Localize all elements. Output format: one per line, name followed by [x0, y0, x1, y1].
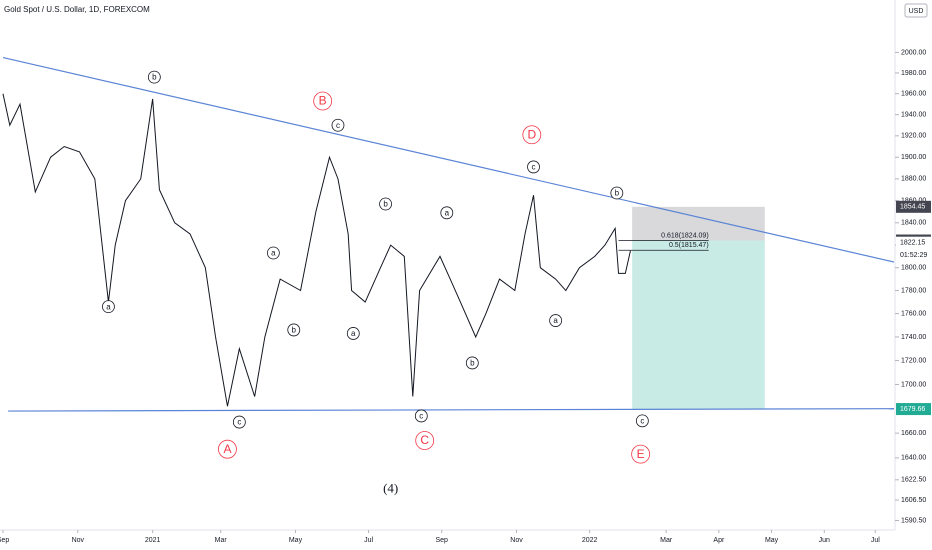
wave-label: a — [553, 316, 558, 325]
y-tick-label: 1840.00 — [901, 220, 926, 227]
x-tick-label: Nov — [72, 537, 85, 544]
wave-marker — [440, 206, 454, 220]
trendline — [8, 408, 895, 412]
y-tick-label: 1740.00 — [901, 334, 926, 341]
wave-marker — [147, 70, 161, 84]
y-tick-label: 1660.00 — [901, 430, 926, 437]
wave-marker — [631, 444, 651, 464]
x-tick-label: Nov — [510, 537, 523, 544]
y-tick-label: 1590.50 — [901, 517, 926, 524]
wave-label: b — [152, 73, 157, 82]
y-tick-label: 1700.00 — [901, 381, 926, 388]
x-tick-label: Mar — [660, 537, 673, 544]
wave-label: a — [271, 249, 276, 258]
wave-label: a — [351, 329, 356, 338]
x-tick-label: Jul — [871, 537, 880, 544]
price-tag — [896, 403, 931, 416]
price-line — [2, 93, 631, 407]
wave-label: b — [383, 200, 388, 209]
wave-marker — [218, 439, 237, 459]
wave-marker — [549, 314, 563, 327]
wave-marker — [346, 327, 360, 340]
wave-marker — [102, 300, 115, 314]
fib-label: 0.5(1815.47) — [669, 242, 709, 249]
price-tag — [896, 236, 931, 249]
wave-label: a — [445, 208, 450, 217]
x-tick-label: Sep — [0, 537, 9, 544]
wave-marker — [522, 125, 542, 145]
y-tick-label: 1920.00 — [901, 133, 926, 140]
x-tick-label: May — [765, 537, 779, 544]
price-tag-label: 1679.66 — [900, 406, 925, 413]
x-tick-label: May — [289, 537, 303, 544]
wave-marker — [527, 160, 540, 174]
wave-label: b — [470, 359, 475, 368]
y-tick-label: 1760.00 — [901, 310, 926, 317]
wave-label: c — [237, 418, 241, 427]
y-tick-label: 1622.50 — [901, 477, 926, 484]
reward-zone — [632, 240, 765, 410]
x-tick-label: Jul — [364, 537, 373, 544]
wave-label: c — [640, 416, 644, 425]
wave-label: a — [106, 302, 111, 311]
wave-label: A — [223, 442, 231, 456]
price-tag-label: 01:52:29 — [900, 252, 927, 259]
y-tick-label: 1940.00 — [901, 112, 926, 119]
wave-marker — [414, 409, 428, 423]
wave-marker — [635, 414, 649, 428]
y-tick-label: 1900.00 — [901, 154, 926, 161]
y-tick-label: 1800.00 — [901, 265, 926, 272]
wave-marker — [331, 118, 345, 132]
wave-label: E — [637, 447, 645, 461]
wave-label: c — [336, 121, 340, 130]
trendline — [2, 56, 895, 263]
wave-marker — [232, 415, 246, 429]
y-tick-label: 1606.50 — [901, 497, 926, 504]
wave-label: b — [615, 189, 620, 198]
wave-label: C — [420, 433, 429, 447]
risk-zone — [632, 206, 765, 241]
price-tag — [896, 249, 931, 262]
wave-marker — [313, 91, 333, 111]
chart-title: Gold Spot / U.S. Dollar, 1D, FOREXCOM — [4, 5, 150, 14]
wave-label: B — [319, 94, 327, 108]
wave-label: c — [419, 412, 423, 421]
price-tag-label: 1822.15 — [900, 240, 925, 247]
x-tick-label: Mar — [215, 537, 228, 544]
x-tick-label: 2022 — [582, 537, 598, 544]
x-tick-label: Jun — [819, 537, 830, 544]
wave-marker — [610, 186, 624, 200]
x-tick-label: Sep — [435, 537, 448, 544]
y-tick-label: 1720.00 — [901, 357, 926, 364]
wave-marker — [465, 356, 479, 370]
wave-label: c — [532, 163, 536, 172]
fib-label: 0.618(1824.09) — [661, 232, 708, 239]
wave-marker — [266, 246, 280, 260]
wave-label: D — [527, 127, 536, 141]
wave-marker — [379, 197, 392, 211]
currency-badge[interactable] — [904, 3, 928, 18]
price-tag-label: 1854.45 — [900, 204, 925, 211]
price-tag — [896, 200, 931, 213]
wave-marker — [287, 323, 301, 337]
x-tick-label: Apr — [713, 537, 725, 544]
wave-degree: (4) — [383, 480, 398, 495]
currency: USD — [909, 8, 924, 15]
y-tick-label: 1980.00 — [901, 70, 926, 77]
x-tick-label: 2021 — [145, 537, 161, 544]
y-tick-label: 1780.00 — [901, 287, 926, 294]
y-tick-label: 2000.00 — [901, 49, 926, 56]
wave-label: b — [292, 326, 297, 335]
y-tick-label: 1880.00 — [901, 176, 926, 183]
y-tick-label: 1640.00 — [901, 455, 926, 462]
y-tick-label: 1960.00 — [901, 91, 926, 98]
wave-marker — [415, 431, 435, 450]
